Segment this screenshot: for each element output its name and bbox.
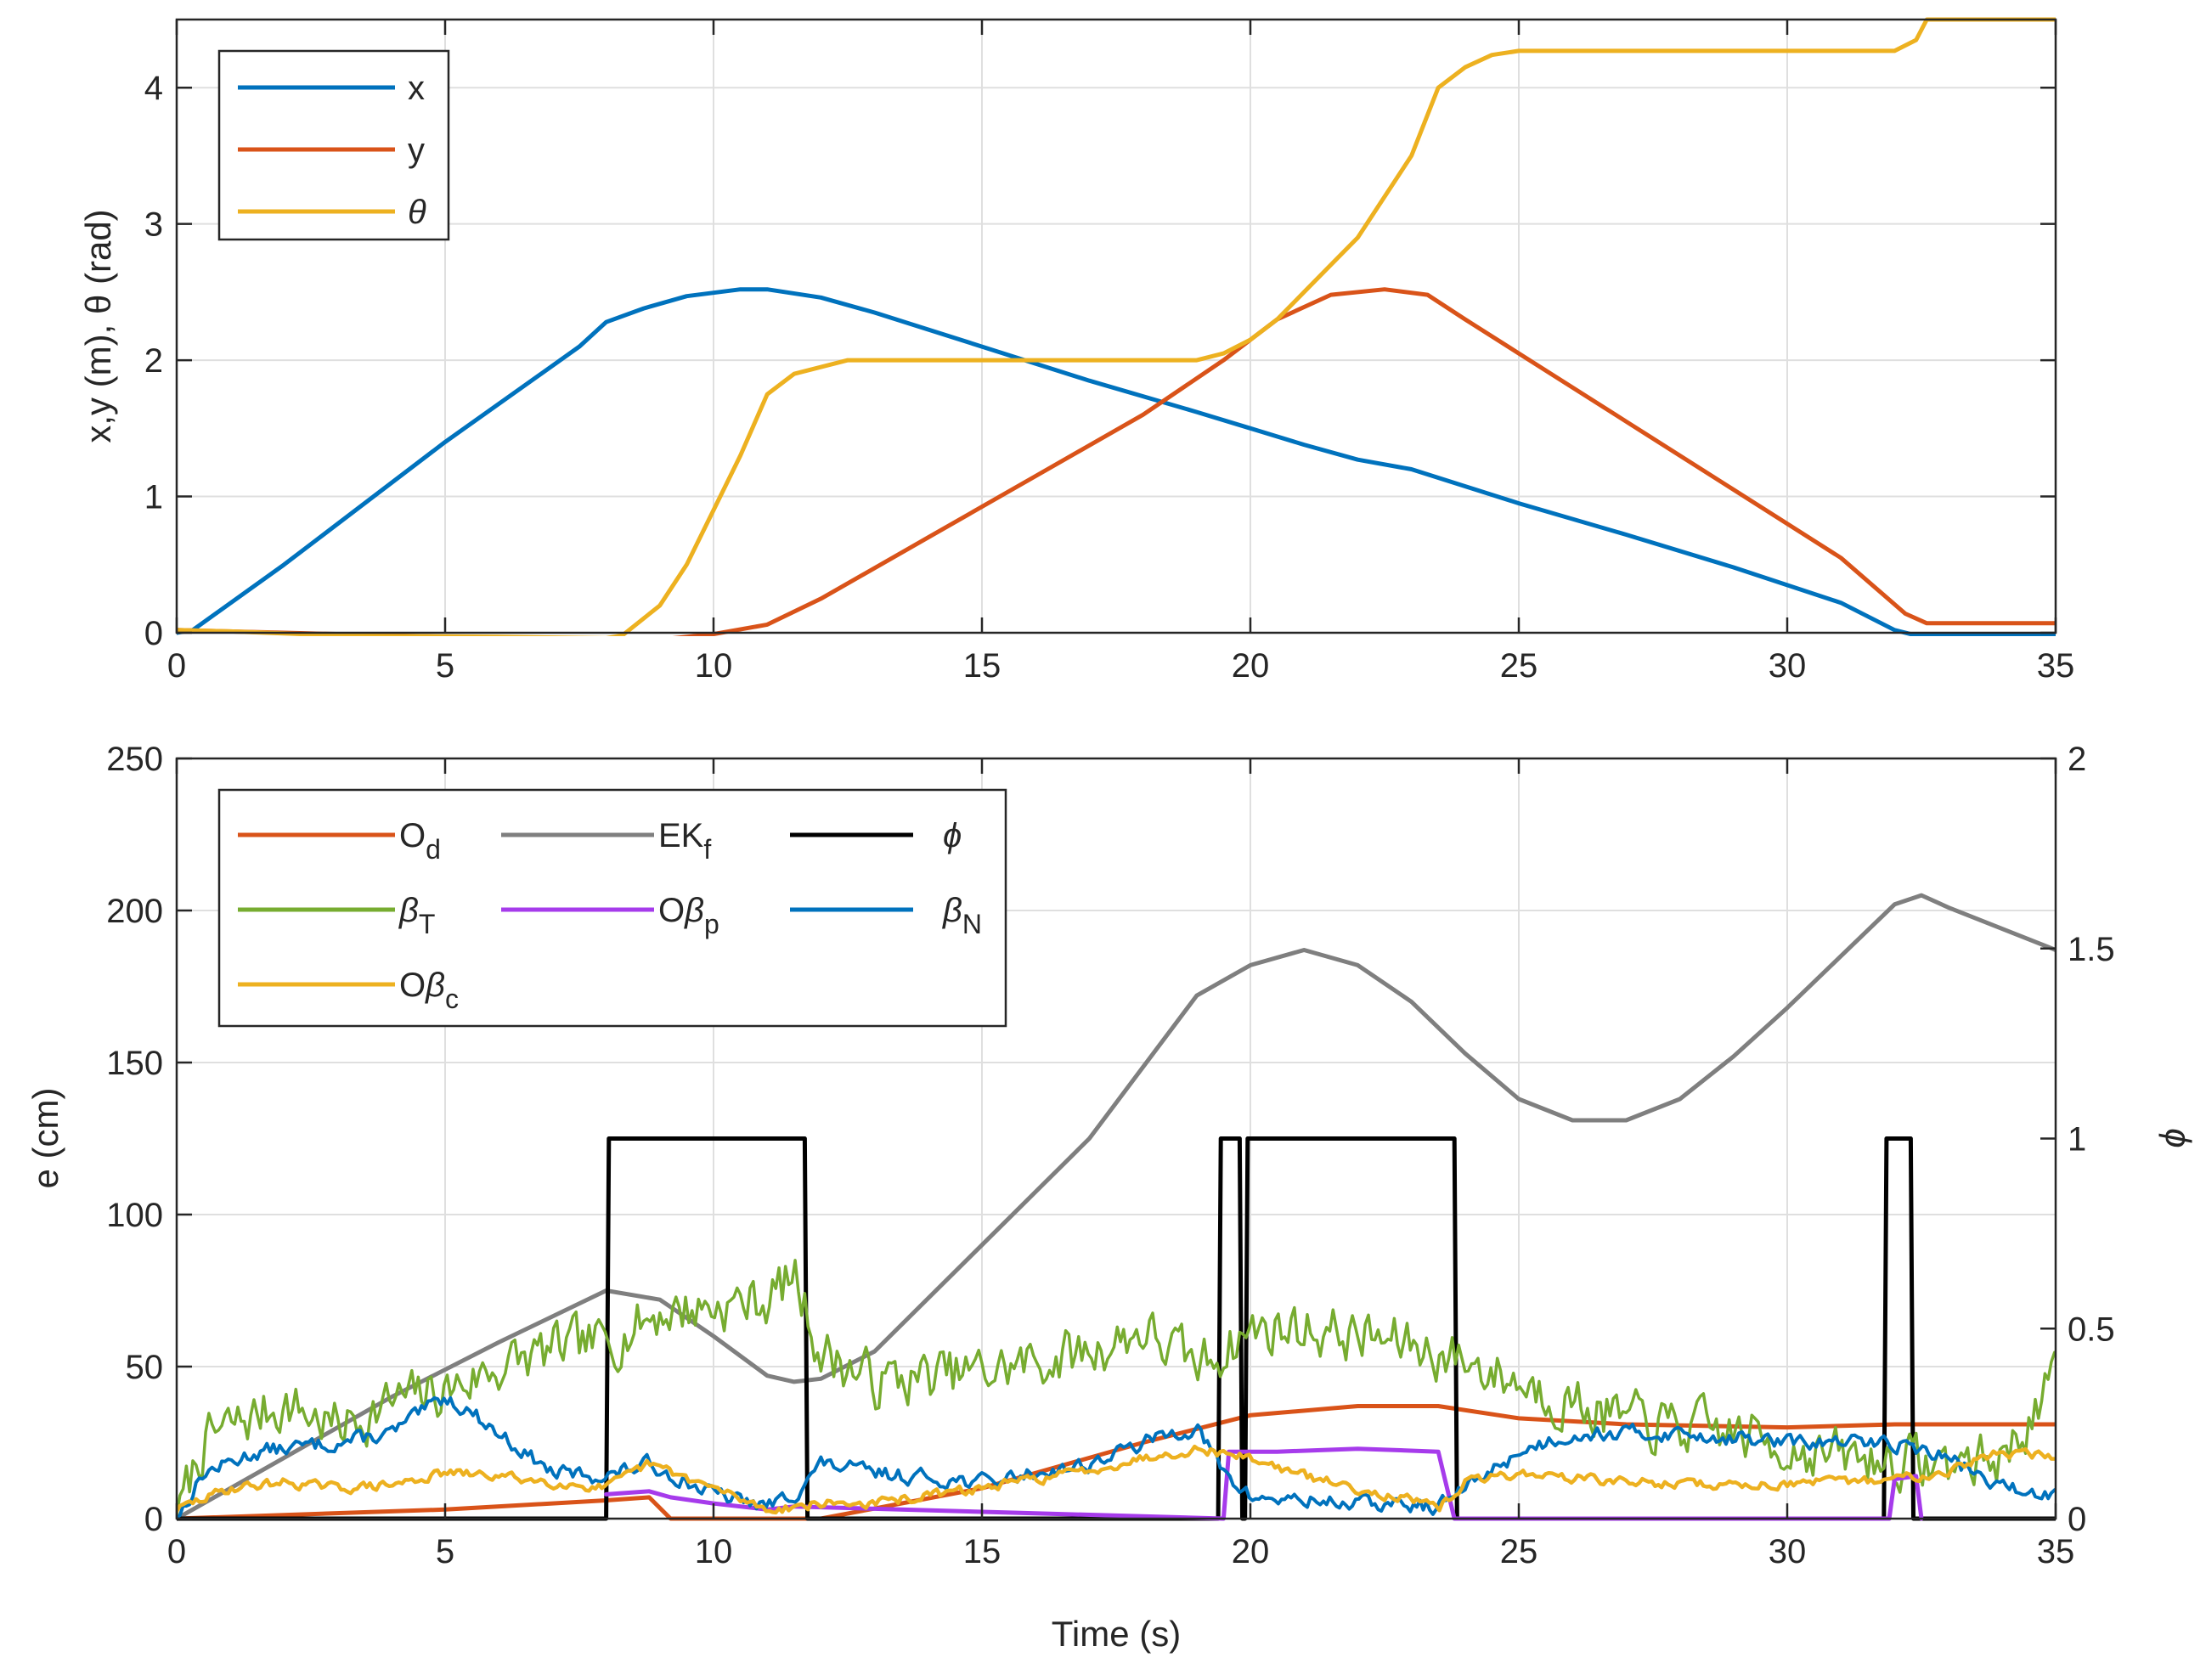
y-tick-label: 100	[106, 1197, 163, 1234]
legend-label-betat: βT	[398, 892, 435, 939]
bottom-right-y-axis-label: ϕ	[2152, 1128, 2192, 1147]
top-series	[177, 17, 2056, 636]
top-ticks: 0 5 10 15 20 25 30 35 0 1 2 3 4	[144, 20, 2075, 685]
bottom-series	[177, 893, 2056, 1521]
series-line-x	[177, 287, 2056, 636]
top-legend-box	[217, 49, 450, 241]
series-line-betan	[177, 1395, 2056, 1519]
bottom-y-axis-label: e (cm)	[25, 1088, 65, 1189]
x-tick-label: 25	[1500, 647, 1538, 685]
legend-label-ekf: EKf	[658, 817, 711, 865]
y-tick-label: 200	[106, 893, 163, 930]
y-tick-label: 2	[144, 342, 163, 380]
x-tick-label: 5	[436, 647, 454, 685]
x-tick-label: 10	[695, 647, 733, 685]
y-tick-label: 150	[106, 1045, 163, 1082]
legend-label-od: Od	[399, 817, 441, 865]
x-tick-label: 10	[695, 1533, 733, 1570]
bottom-x-axis-label: Time (s)	[1052, 1614, 1181, 1654]
y-tick-label: 1	[144, 479, 163, 516]
x-tick-label: 0	[167, 647, 186, 685]
y-tick-label: 0	[144, 1501, 163, 1538]
x-tick-label: 20	[1232, 1533, 1270, 1570]
legend-label-obetap: Oβp	[658, 892, 719, 939]
right-y-tick-label: 1.5	[2068, 931, 2115, 968]
right-y-tick-label: 2	[2068, 741, 2086, 778]
x-tick-label: 30	[1769, 647, 1807, 685]
x-tick-label: 35	[2037, 1533, 2075, 1570]
legend-label-phi: ϕ	[943, 817, 962, 854]
y-tick-label: 250	[106, 741, 163, 778]
bottom-legend: Od EKf ϕ βT Oβp βN Oβc	[217, 788, 1007, 1028]
x-tick-label: 15	[963, 647, 1001, 685]
right-y-tick-label: 1	[2068, 1121, 2086, 1159]
y-tick-label: 3	[144, 206, 163, 244]
x-tick-label: 20	[1232, 647, 1270, 685]
top-legend: xyθ	[217, 49, 450, 241]
legend-label-y: y	[408, 132, 425, 169]
x-tick-label: 35	[2037, 647, 2075, 685]
x-tick-label: 0	[167, 1533, 186, 1570]
top-y-axis-label: x,y (m), θ (rad)	[78, 209, 118, 443]
legend-label-obetac: Oβc	[399, 967, 459, 1014]
series-line-ekf	[177, 893, 2056, 1521]
x-tick-label: 25	[1500, 1533, 1538, 1570]
x-tick-label: 15	[963, 1533, 1001, 1570]
y-tick-label: 4	[144, 70, 163, 107]
series-line-theta	[177, 17, 2056, 636]
y-tick-label: 50	[126, 1349, 164, 1386]
legend-label-betan: βN	[942, 892, 982, 939]
right-y-tick-label: 0.5	[2068, 1311, 2115, 1348]
x-tick-label: 30	[1769, 1533, 1807, 1570]
series-line-y	[177, 287, 2056, 636]
x-tick-label: 5	[436, 1533, 454, 1570]
legend-label-x: x	[408, 70, 425, 107]
top-chart: 0 5 10 15 20 25 30 35 0 1 2 3 4 x,y (m), θ (rad) xyθ	[78, 17, 2075, 685]
top-plot-frame	[175, 18, 2057, 634]
legend-label-theta: θ	[408, 194, 426, 231]
y-tick-label: 0	[144, 615, 163, 652]
top-plot-area	[177, 20, 2056, 633]
series-line-obetac	[177, 1444, 2056, 1515]
series-line-obetap	[604, 1446, 1924, 1521]
right-y-tick-label: 0	[2068, 1501, 2086, 1538]
